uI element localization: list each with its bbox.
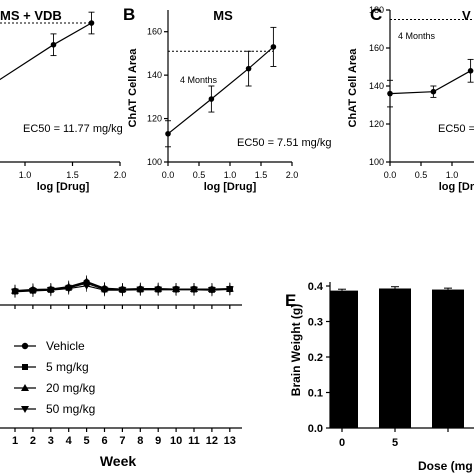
panel-d-marker — [64, 285, 73, 293]
panel-letter-e: E — [285, 291, 296, 310]
panel-e-y-tick-label: 0.2 — [308, 352, 323, 364]
panel-c-y-tick-label: 100 — [369, 157, 384, 167]
panel-b-y-tick-label: 120 — [147, 114, 162, 124]
panel-c-y-tick-label: 180 — [369, 5, 384, 15]
panel-d-x-tick-label: 10 — [170, 435, 182, 447]
panel-d-marker — [118, 287, 127, 295]
panel-d-legend-label: Vehicle — [46, 339, 85, 353]
panel-d-x-tick-label: 13 — [224, 435, 236, 447]
panel-c-y-tick-label: 120 — [369, 119, 384, 129]
panel-c-x-tick-label: 1.0 — [446, 170, 459, 180]
panel-e-ylabel: Brain Weight (g) — [289, 304, 303, 396]
panel-d-legend-marker — [21, 384, 29, 391]
panel-d-x-tick-label: 6 — [101, 435, 107, 447]
panel-d-marker — [225, 286, 234, 294]
panel-a-fit-curve — [0, 22, 92, 81]
panel-e-bar — [379, 288, 411, 428]
panel-d-marker — [154, 286, 163, 294]
panel-a-ec50: EC50 = 11.77 mg/kg — [23, 123, 123, 135]
panel-c-ec50: EC50 = — [438, 123, 474, 135]
panel-b-x-tick-label: 2.0 — [286, 170, 299, 180]
panel-a-x-tick-label: 1.0 — [19, 170, 32, 180]
panel-d-x-tick-label: 7 — [119, 435, 125, 447]
panel-d-marker — [11, 288, 19, 296]
panel-b-data-point — [270, 44, 277, 50]
panel-c-x-tick-label: 0.5 — [415, 170, 428, 180]
panel-d-marker — [82, 282, 91, 290]
panel-d-x-tick-label: 4 — [66, 435, 73, 447]
panel-b-fit-curve — [167, 46, 274, 135]
panel-e-y-tick-label: 0.1 — [308, 388, 323, 400]
panel-b-data-point — [208, 96, 215, 102]
panel-d-x-tick-label: 5 — [84, 435, 90, 447]
panel-e-bar — [330, 290, 358, 428]
panel-d-x-tick-label: 9 — [155, 435, 161, 447]
panel-d-x-tick-label: 8 — [137, 435, 143, 447]
panel-c-data-point — [430, 88, 437, 95]
panel-d-legend-label: 20 mg/kg — [46, 381, 95, 395]
panel-d-legend-label: 5 mg/kg — [46, 360, 89, 374]
panel-e-y-tick-label: 0.3 — [308, 317, 323, 329]
panel-d-marker — [172, 286, 181, 294]
panel-c-ref-label: 4 Months — [398, 31, 436, 41]
panel-b-ref-label: 4 Months — [180, 75, 218, 85]
panel-c-data-point — [387, 90, 393, 97]
panel-d-marker — [46, 287, 55, 295]
panel-a-data-point — [88, 20, 95, 26]
panel-d-legend-marker — [21, 406, 29, 413]
panel-b-title: MS — [213, 8, 233, 23]
panel-a-data-point — [50, 41, 57, 48]
panel-c-data-point — [467, 68, 474, 74]
panel-c-ylabel: ChAT Cell Area — [347, 48, 359, 128]
panel-b-y-tick-label: 140 — [147, 70, 162, 80]
panel-d-marker — [207, 287, 216, 295]
panel-d-marker — [136, 286, 145, 294]
panel-a-x-tick-label: 2.0 — [114, 170, 127, 180]
panel-c-fit-curve — [389, 70, 471, 95]
panel-b-y-tick-label: 160 — [147, 27, 162, 37]
panel-a-x-tick-label: 1.5 — [66, 170, 79, 180]
panel-b-x-tick-label: 1.0 — [224, 170, 237, 180]
panel-letter-c: C — [370, 5, 382, 24]
panel-b-data-point — [165, 130, 171, 137]
panel-e-x-tick-label: 5 — [392, 437, 398, 449]
panel-e-y-tick-label: 0.0 — [308, 423, 323, 435]
panel-d-x-tick-label: 11 — [188, 435, 200, 447]
panel-b-y-tick-label: 100 — [147, 157, 162, 167]
panel-d-legend-marker — [22, 364, 28, 370]
panel-letter-b: B — [123, 5, 135, 24]
panel-d-x-tick-label: 3 — [48, 435, 54, 447]
panel-b-ec50: EC50 = 7.51 mg/kg — [237, 137, 331, 149]
panel-a-xlabel: log [Drug] — [37, 181, 90, 193]
panel-b-x-tick-label: 0.0 — [162, 170, 175, 180]
panel-d-x-tick-label: 2 — [30, 435, 36, 447]
panel-a-title: MS + VDB — [0, 8, 62, 23]
panel-d-legend-label: 50 mg/kg — [46, 402, 95, 416]
panel-d-marker — [190, 286, 198, 294]
panel-b-x-tick-label: 0.5 — [193, 170, 206, 180]
panel-e-bar — [432, 289, 464, 428]
panel-c-title: V — [462, 8, 471, 23]
panel-d-xlabel: Week — [100, 453, 137, 469]
panel-d-legend-marker — [21, 342, 29, 350]
panel-d-marker — [28, 288, 37, 295]
panel-c-x-tick-label: 0.0 — [384, 170, 397, 180]
panel-c-y-tick-label: 140 — [369, 81, 384, 91]
panel-b-x-tick-label: 1.5 — [255, 170, 268, 180]
panel-e-xlabel: Dose (mg — [418, 459, 473, 473]
panel-c-y-tick-label: 160 — [369, 43, 384, 53]
panel-b-xlabel: log [Drug] — [204, 181, 257, 193]
panel-d-x-tick-label: 1 — [12, 435, 18, 447]
panel-d-x-tick-label: 12 — [206, 435, 218, 447]
panel-c-xlabel: log [Drug] — [439, 181, 474, 193]
panel-d-marker — [100, 287, 109, 295]
panel-e-x-tick-label: 0 — [339, 437, 345, 449]
panel-b-ylabel: ChAT Cell Area — [127, 48, 139, 128]
panel-e-y-tick-label: 0.4 — [308, 281, 324, 293]
panel-b-data-point — [245, 65, 252, 72]
